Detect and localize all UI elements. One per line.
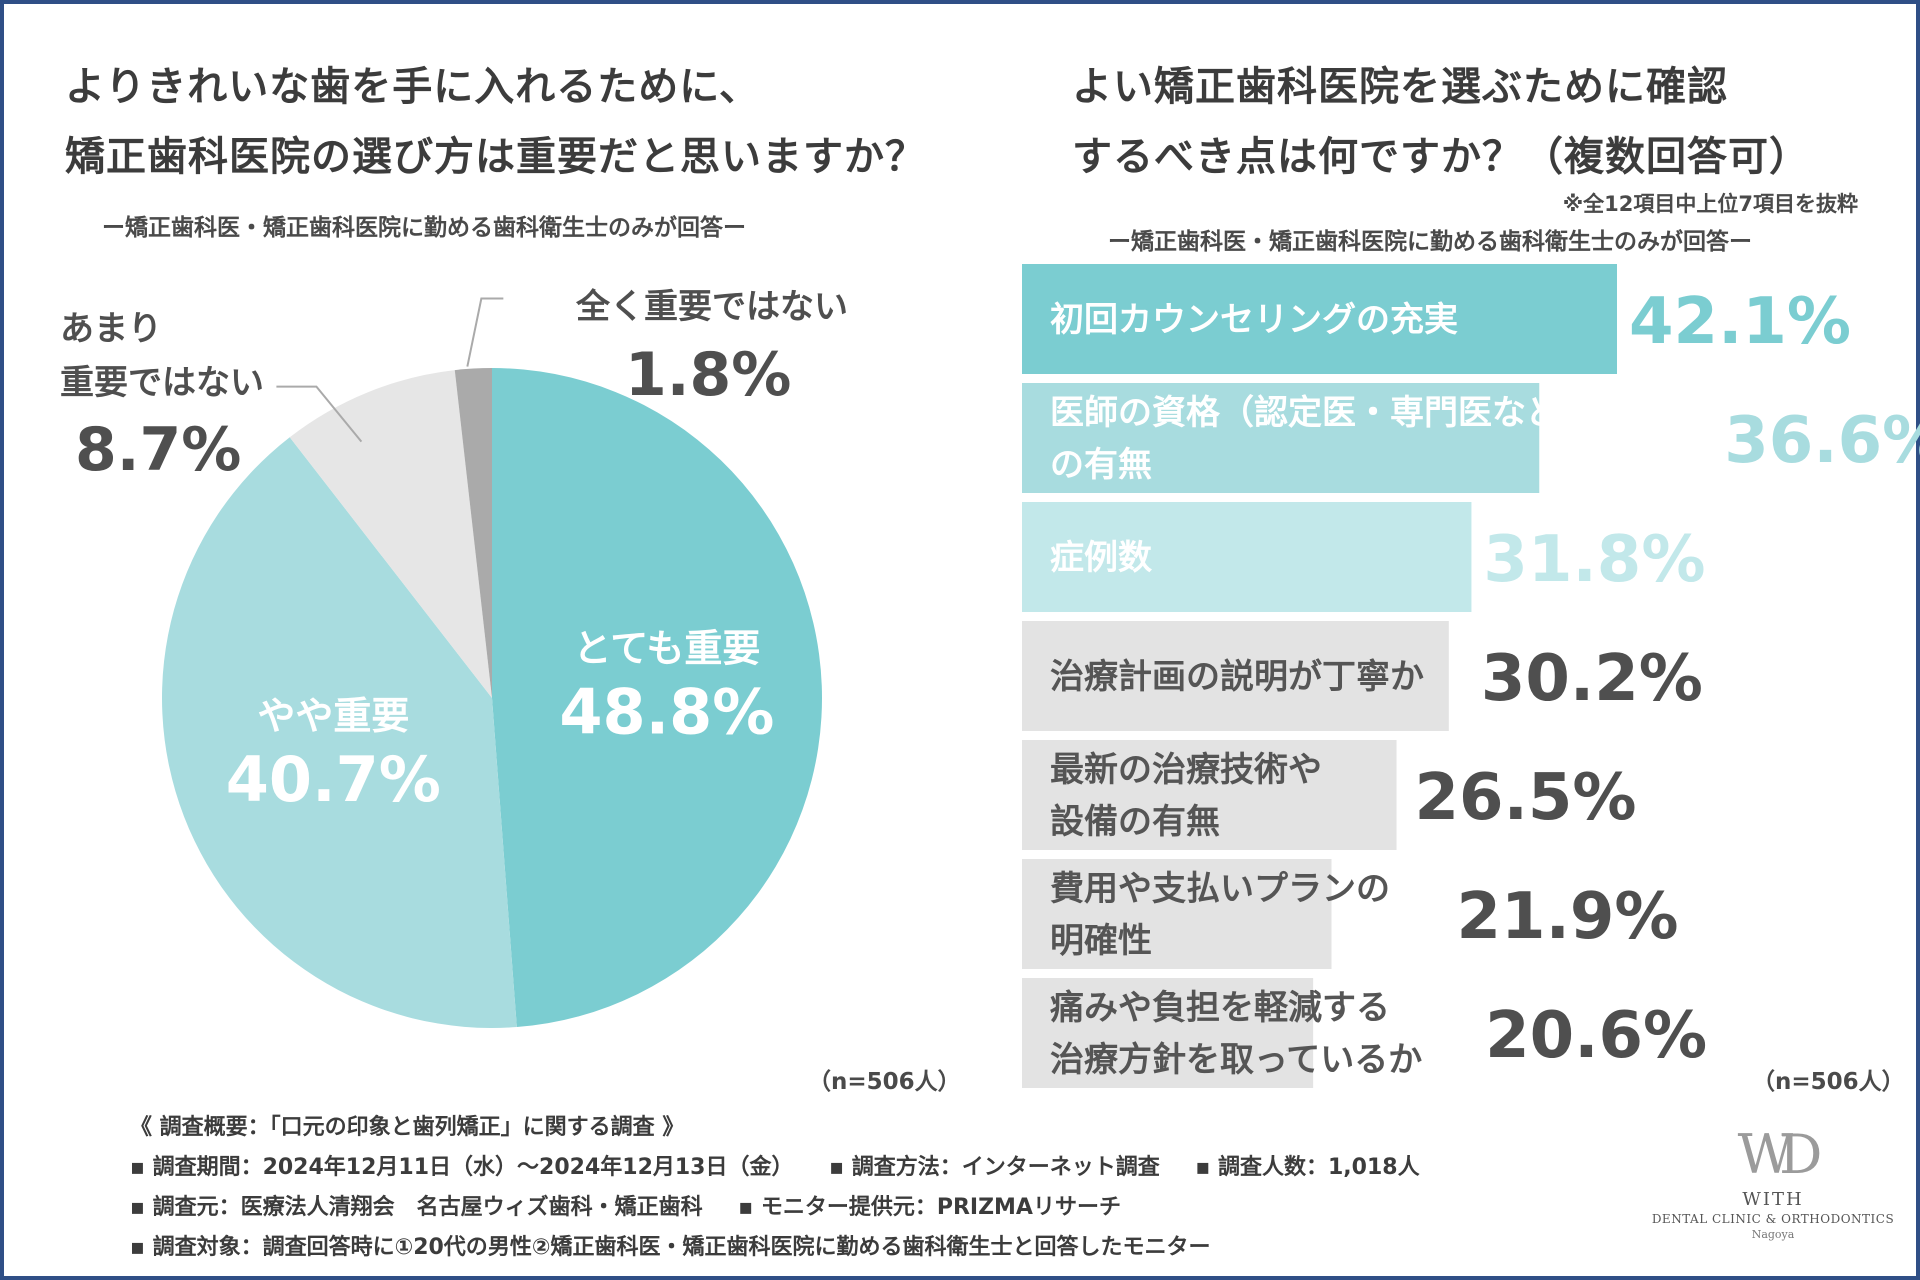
right-sample-size: （n=506人） (1752, 1069, 1905, 1095)
pie-leader-2 (276, 385, 363, 443)
bar-value-1: 36.6% (1724, 404, 1920, 478)
overview-heading: 《 調査概要：「口元の印象と歯列矯正」に関する調査 》 (130, 1115, 685, 1140)
pie-value-3: 1.8% (625, 340, 791, 410)
survey-monitor: ▪ モニター提供元：PRIZMAリサーチ (738, 1195, 1121, 1220)
pie-label-0: とても重要 (573, 626, 760, 670)
pie-slice-1 (162, 437, 517, 1028)
bar-label-1-1: の有無 (1050, 445, 1152, 485)
bar-label-2-0: 症例数 (1050, 538, 1152, 578)
pie-label-2-line-1: 重要ではない (60, 363, 264, 403)
pie-label-3: 全く重要ではない (575, 287, 848, 327)
survey-target: ▪ 調査対象：調査回答時に①20代の男性②矯正歯科医・矯正歯科医院に勤める歯科衛… (130, 1235, 1211, 1260)
survey-source: ▪ 調査元：医療法人清翔会 名古屋ウィズ歯科・矯正歯科 (130, 1195, 703, 1220)
right-chart-title: よい矯正歯科医院を選ぶために確認 するべき点は何ですか？（複数回答可） (1072, 52, 1810, 192)
left-chart-title: よりきれいな歯を手に入れるために、 矯正歯科医院の選び方は重要だと思いますか？ (65, 52, 926, 192)
bar-value-4: 26.5% (1415, 761, 1637, 835)
bar-6 (1022, 978, 1314, 1088)
bar-1 (1022, 383, 1540, 493)
bar-5 (1022, 859, 1332, 969)
bar-label-6-0: 痛みや負担を軽減する (1050, 988, 1390, 1028)
overview-row-3: ▪ 調査対象：調査回答時に①20代の男性②矯正歯科医・矯正歯科医院に勤める歯科衛… (130, 1228, 1448, 1268)
logo-city: Nagoya (1751, 1228, 1795, 1241)
survey-overview: 《 調査概要：「口元の印象と歯列矯正」に関する調査 》 ▪ 調査期間：2024年… (130, 1108, 1448, 1268)
pie-leader-3 (466, 297, 504, 367)
bar-0 (1022, 264, 1617, 374)
logo-mark: WD (1737, 1123, 1823, 1186)
bar-value-5: 21.9% (1457, 880, 1679, 954)
pie-value-1: 40.7% (226, 743, 441, 816)
overview-row-2: ▪ 調査元：医療法人清翔会 名古屋ウィズ歯科・矯正歯科 ▪ モニター提供元：PR… (130, 1188, 1448, 1228)
left-title-line-2: 矯正歯科医院の選び方は重要だと思いますか？ (65, 134, 926, 180)
right-title-line-2: するべき点は何ですか？（複数回答可） (1072, 134, 1810, 180)
bar-value-3: 30.2% (1481, 642, 1703, 716)
left-sample-size: （n=506人） (808, 1069, 961, 1095)
bar-label-5-1: 明確性 (1050, 921, 1152, 961)
bar-3 (1022, 621, 1449, 731)
clinic-logo: WD WITH DENTAL CLINIC & ORTHODONTICS Nag… (1648, 1125, 1898, 1275)
survey-period: ▪ 調査期間：2024年12月11日（水）～2024年12月13日（金） (130, 1155, 794, 1180)
bar-label-4-1: 設備の有無 (1050, 802, 1220, 842)
pie-slice-0 (492, 368, 822, 1028)
logo-subline: DENTAL CLINIC & ORTHODONTICS (1651, 1212, 1895, 1226)
right-chart-note: ※全12項目中上位7項目を抜粋 (1562, 192, 1858, 216)
bar-label-1-0: 医師の資格（認定医・専門医など） (1050, 393, 1594, 433)
bar-2 (1022, 502, 1472, 612)
pie-label-1: やや重要 (257, 694, 409, 738)
bar-value-2: 31.8% (1483, 523, 1705, 597)
logo-name: WITH (1742, 1189, 1804, 1210)
pie-value-2: 8.7% (75, 415, 241, 485)
overview-row-1: ▪ 調査期間：2024年12月11日（水）～2024年12月13日（金） ▪ 調… (130, 1148, 1448, 1188)
bar-label-6-1: 治療方針を取っているか (1050, 1040, 1422, 1080)
survey-count: ▪ 調査人数：1,018人 (1195, 1155, 1420, 1180)
left-chart-subtitle: ー矯正歯科医・矯正歯科医院に勤める歯科衛生士のみが回答ー (102, 215, 746, 241)
right-chart-subtitle: ー矯正歯科医・矯正歯科医院に勤める歯科衛生士のみが回答ー (1108, 229, 1752, 255)
left-title-line-1: よりきれいな歯を手に入れるために、 (65, 64, 760, 110)
bar-value-0: 42.1% (1629, 285, 1851, 359)
bar-label-5-0: 費用や支払いプランの (1050, 869, 1390, 909)
pie-slice-3 (454, 368, 492, 698)
bar-label-4-0: 最新の治療技術や (1050, 750, 1322, 790)
bar-value-6: 20.6% (1485, 999, 1707, 1073)
pie-value-0: 48.8% (559, 675, 774, 748)
pie-slice-2 (289, 370, 492, 698)
pie-label-2-line-0: あまり (60, 309, 162, 349)
bar-label-3-0: 治療計画の説明が丁寧か (1050, 657, 1424, 697)
survey-method: ▪ 調査方法：インターネット調査 (829, 1155, 1160, 1180)
bar-4 (1022, 740, 1397, 850)
right-title-line-1: よい矯正歯科医院を選ぶために確認 (1072, 64, 1728, 110)
bar-label-0-0: 初回カウンセリングの充実 (1050, 300, 1458, 340)
